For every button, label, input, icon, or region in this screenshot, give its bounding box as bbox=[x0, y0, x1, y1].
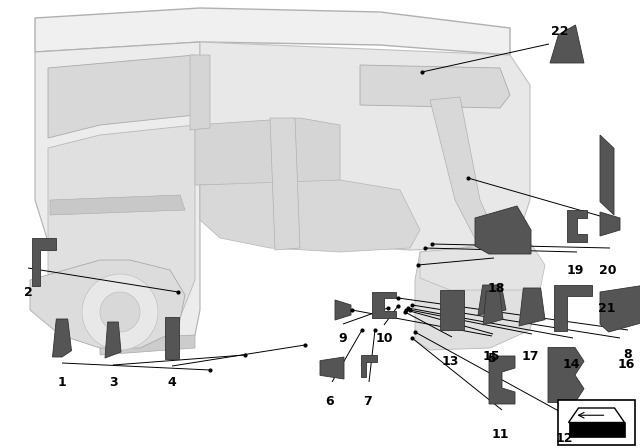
Polygon shape bbox=[519, 288, 545, 326]
Polygon shape bbox=[100, 335, 195, 355]
Text: 9: 9 bbox=[339, 332, 348, 345]
Polygon shape bbox=[600, 212, 620, 236]
Polygon shape bbox=[558, 400, 635, 445]
Circle shape bbox=[100, 292, 140, 332]
Text: 21: 21 bbox=[598, 302, 616, 315]
Polygon shape bbox=[440, 290, 464, 330]
Polygon shape bbox=[548, 348, 584, 402]
Polygon shape bbox=[320, 357, 344, 379]
Polygon shape bbox=[52, 319, 72, 357]
Polygon shape bbox=[30, 260, 185, 348]
Polygon shape bbox=[478, 285, 506, 315]
Text: 6: 6 bbox=[326, 395, 334, 408]
Text: 5: 5 bbox=[488, 352, 497, 365]
Text: 13: 13 bbox=[442, 355, 459, 368]
Text: 3: 3 bbox=[109, 376, 117, 389]
Text: 7: 7 bbox=[364, 395, 372, 408]
Polygon shape bbox=[50, 195, 185, 215]
Text: 16: 16 bbox=[618, 358, 635, 371]
Polygon shape bbox=[415, 242, 540, 350]
Polygon shape bbox=[105, 322, 121, 358]
Polygon shape bbox=[32, 238, 56, 286]
Polygon shape bbox=[554, 285, 592, 331]
Text: 10: 10 bbox=[375, 332, 393, 345]
Text: 14: 14 bbox=[563, 358, 580, 371]
Polygon shape bbox=[335, 300, 351, 320]
Polygon shape bbox=[165, 317, 179, 359]
Circle shape bbox=[82, 274, 158, 350]
Polygon shape bbox=[35, 8, 510, 55]
Text: 17: 17 bbox=[521, 350, 539, 363]
Text: 19: 19 bbox=[566, 264, 584, 277]
Polygon shape bbox=[567, 210, 587, 242]
Text: 8: 8 bbox=[624, 348, 632, 361]
Text: 4: 4 bbox=[168, 376, 177, 389]
Polygon shape bbox=[195, 118, 340, 185]
Polygon shape bbox=[489, 356, 515, 404]
Polygon shape bbox=[430, 97, 500, 248]
Text: 15: 15 bbox=[483, 350, 500, 363]
Polygon shape bbox=[48, 125, 195, 338]
Polygon shape bbox=[420, 242, 545, 290]
Polygon shape bbox=[48, 55, 195, 138]
Polygon shape bbox=[361, 355, 377, 377]
Polygon shape bbox=[600, 284, 640, 332]
Polygon shape bbox=[620, 294, 636, 326]
Text: 20: 20 bbox=[599, 264, 617, 277]
Polygon shape bbox=[475, 206, 531, 254]
Polygon shape bbox=[600, 135, 614, 215]
Polygon shape bbox=[372, 292, 396, 318]
Polygon shape bbox=[550, 25, 584, 63]
Text: 1: 1 bbox=[58, 376, 67, 389]
Polygon shape bbox=[200, 42, 530, 250]
Text: 18: 18 bbox=[487, 282, 505, 295]
Polygon shape bbox=[190, 55, 210, 130]
Polygon shape bbox=[568, 422, 625, 437]
Polygon shape bbox=[270, 118, 300, 250]
Text: 2: 2 bbox=[24, 286, 33, 299]
Polygon shape bbox=[35, 42, 200, 348]
Polygon shape bbox=[200, 180, 420, 252]
Text: 12: 12 bbox=[556, 432, 573, 445]
Polygon shape bbox=[360, 65, 510, 108]
Text: 11: 11 bbox=[492, 428, 509, 441]
Polygon shape bbox=[483, 291, 503, 325]
Text: 22: 22 bbox=[551, 25, 569, 38]
